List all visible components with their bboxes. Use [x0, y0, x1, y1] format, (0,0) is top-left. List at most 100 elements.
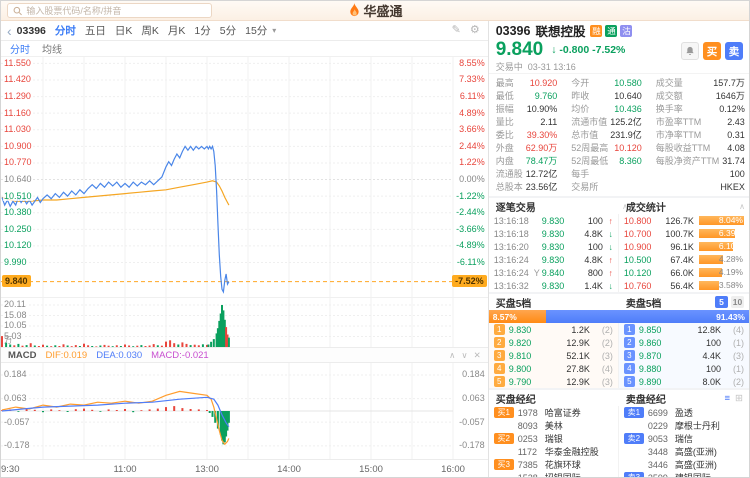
price-axis-label: 11.550: [3, 57, 32, 68]
tab-macd[interactable]: MACD: [8, 349, 37, 361]
price-change: ↓ -0.800 -7.52%: [551, 44, 626, 56]
depth-volume: 12.9K: [566, 376, 590, 387]
bid-ask-ratio-bar: 8.57% 91.43%: [488, 310, 749, 323]
alert-button[interactable]: [681, 42, 699, 60]
dist-price: 10.500: [623, 254, 652, 265]
stat-value: 1646万: [715, 91, 745, 101]
stat-value: 2.43: [727, 116, 745, 127]
stat-label: 市盈率TTM: [655, 117, 702, 127]
ask-depth-title: 卖盘5档: [625, 298, 662, 310]
depth-order-count: (2): [601, 337, 613, 348]
time-label: 14:00: [277, 464, 301, 475]
stat-value: 231.9亿: [610, 130, 642, 140]
dist-row: 10.900 96.1K 6.10%: [619, 240, 749, 253]
sell-button[interactable]: 卖: [725, 42, 743, 60]
stat-label: 市净率TTM: [655, 130, 702, 140]
depth-order-count: (2): [601, 324, 613, 335]
dist-bar-fill: [698, 268, 723, 277]
dist-price: 10.900: [623, 241, 652, 252]
stat-label: 总股本: [495, 182, 523, 192]
collapse-up-icon[interactable]: ∧: [449, 349, 456, 360]
depth-volume: 12.9K: [566, 337, 590, 348]
draw-icon[interactable]: ✎: [451, 24, 461, 36]
tab-period-0[interactable]: 分时: [54, 25, 76, 37]
stat-cell: 流通市值 125.2亿: [564, 115, 649, 128]
tab-period-1[interactable]: 五日: [84, 25, 106, 37]
close-icon[interactable]: ✕: [473, 349, 481, 360]
volume-chart[interactable]: 20.11 15.08 10.05 5.03 万: [1, 297, 488, 347]
tick-volume: 4.8K: [584, 228, 603, 239]
dist-bar-fill: [698, 281, 720, 290]
ask-row[interactable]: 5 9.890 8.0K (2): [618, 375, 749, 388]
list-view-icon[interactable]: ≡: [724, 392, 731, 404]
subtab-0[interactable]: 分时: [10, 45, 30, 56]
search-input[interactable]: [26, 5, 206, 16]
dist-price: 10.120: [623, 267, 652, 278]
bid-row[interactable]: 1 9.830 1.2K (2): [488, 323, 618, 336]
stat-label: 委比: [495, 130, 514, 140]
tick-price: 9.830: [541, 241, 565, 252]
broker-id: 3448: [647, 446, 668, 457]
dist-percent: 6.39%: [718, 228, 743, 238]
pct-axis-label: -4.89%: [455, 240, 486, 251]
grid-view-icon[interactable]: ⊞: [735, 392, 743, 404]
bid-row[interactable]: 2 9.820 12.9K (2): [488, 336, 618, 349]
tick-volume: 100: [587, 241, 603, 252]
intraday-chart[interactable]: 11.550 11.420 11.290 11.160 11.030 10.900 10.7…: [1, 57, 488, 297]
dist-percent: 8.04%: [718, 215, 743, 225]
stat-value: 10.90%: [526, 103, 558, 114]
macd-chart[interactable]: 0.184 0.063 -0.057 -0.178 0.184 0.063 -0.057 -…: [1, 363, 488, 459]
tick-price: 9.830: [541, 280, 565, 291]
search-box[interactable]: [7, 3, 212, 18]
tab-period-7[interactable]: 15分: [245, 25, 268, 37]
depth-5-button[interactable]: 5: [715, 296, 728, 308]
chevron-down-icon[interactable]: ▾: [272, 26, 277, 35]
stat-value: 39.30%: [526, 129, 558, 140]
broker-row: 买1 1978 哈富证券: [489, 406, 618, 419]
buy-button[interactable]: 买: [703, 42, 721, 60]
stats-grid: 最高 10.920 今开 10.580 成交量 157.7万 最低 9.760 昨收 10.640…: [488, 73, 749, 196]
stat-cell: 总股本 23.56亿: [489, 180, 565, 193]
bid-row[interactable]: 5 9.790 12.9K (3): [488, 375, 618, 388]
collapse-icon[interactable]: ∧: [739, 201, 745, 211]
broker-name: 华泰金融控股: [544, 447, 599, 457]
price-row: 9.840 ↓ -0.800 -7.52% 买 卖: [489, 40, 749, 60]
broker-row: 卖3 3599 建银国际: [619, 471, 749, 477]
bid-ratio: 8.57%: [488, 310, 546, 323]
search-icon: [13, 6, 22, 15]
depth-price: 9.800: [508, 363, 532, 374]
stat-cell: 每股收益TTM 4.08: [649, 141, 749, 154]
depth-price: 9.830: [508, 324, 532, 335]
tab-period-4[interactable]: 月K: [167, 25, 186, 37]
tab-period-5[interactable]: 1分: [194, 25, 211, 37]
depth-level-badge: 3: [623, 350, 635, 361]
collapse-icon[interactable]: ∧: [622, 201, 628, 211]
tab-period-6[interactable]: 5分: [219, 25, 237, 37]
stat-cell: 振幅 10.90%: [489, 102, 565, 115]
depth-10-button[interactable]: 10: [731, 296, 744, 308]
stat-label: 每股净资产TTM: [655, 156, 720, 166]
tab-period-2[interactable]: 日K: [114, 25, 133, 37]
dist-row: 10.700 100.7K 6.39%: [619, 227, 749, 240]
buy-broker-title: 买盘经纪: [495, 394, 536, 406]
ask-row[interactable]: 4 9.880 100 (1): [618, 362, 749, 375]
ask-row[interactable]: 3 9.870 4.4K (3): [618, 349, 749, 362]
stat-label: 成交额: [655, 91, 683, 101]
back-icon[interactable]: ‹: [7, 22, 12, 39]
stat-label: 量比: [495, 117, 514, 127]
stat-label: 每手: [571, 169, 590, 179]
dist-row: 10.800 126.7K 8.04%: [619, 214, 749, 227]
subtab-1[interactable]: 均线: [42, 45, 62, 56]
settings-icon[interactable]: ⚙: [469, 24, 480, 36]
bid-row[interactable]: 3 9.810 52.1K (3): [488, 349, 618, 362]
time-label: 9:30: [1, 464, 20, 475]
ask-row[interactable]: 1 9.850 12.8K (4): [618, 323, 749, 336]
tab-period-3[interactable]: 周K: [141, 25, 159, 37]
stat-cell: 总市值 231.9亿: [564, 128, 649, 141]
ask-row[interactable]: 2 9.860 100 (1): [618, 336, 749, 349]
volume-axis-label: 5.03: [3, 330, 23, 341]
bid-row[interactable]: 4 9.800 27.8K (4): [488, 362, 618, 375]
collapse-down-icon[interactable]: ∨: [461, 349, 468, 360]
